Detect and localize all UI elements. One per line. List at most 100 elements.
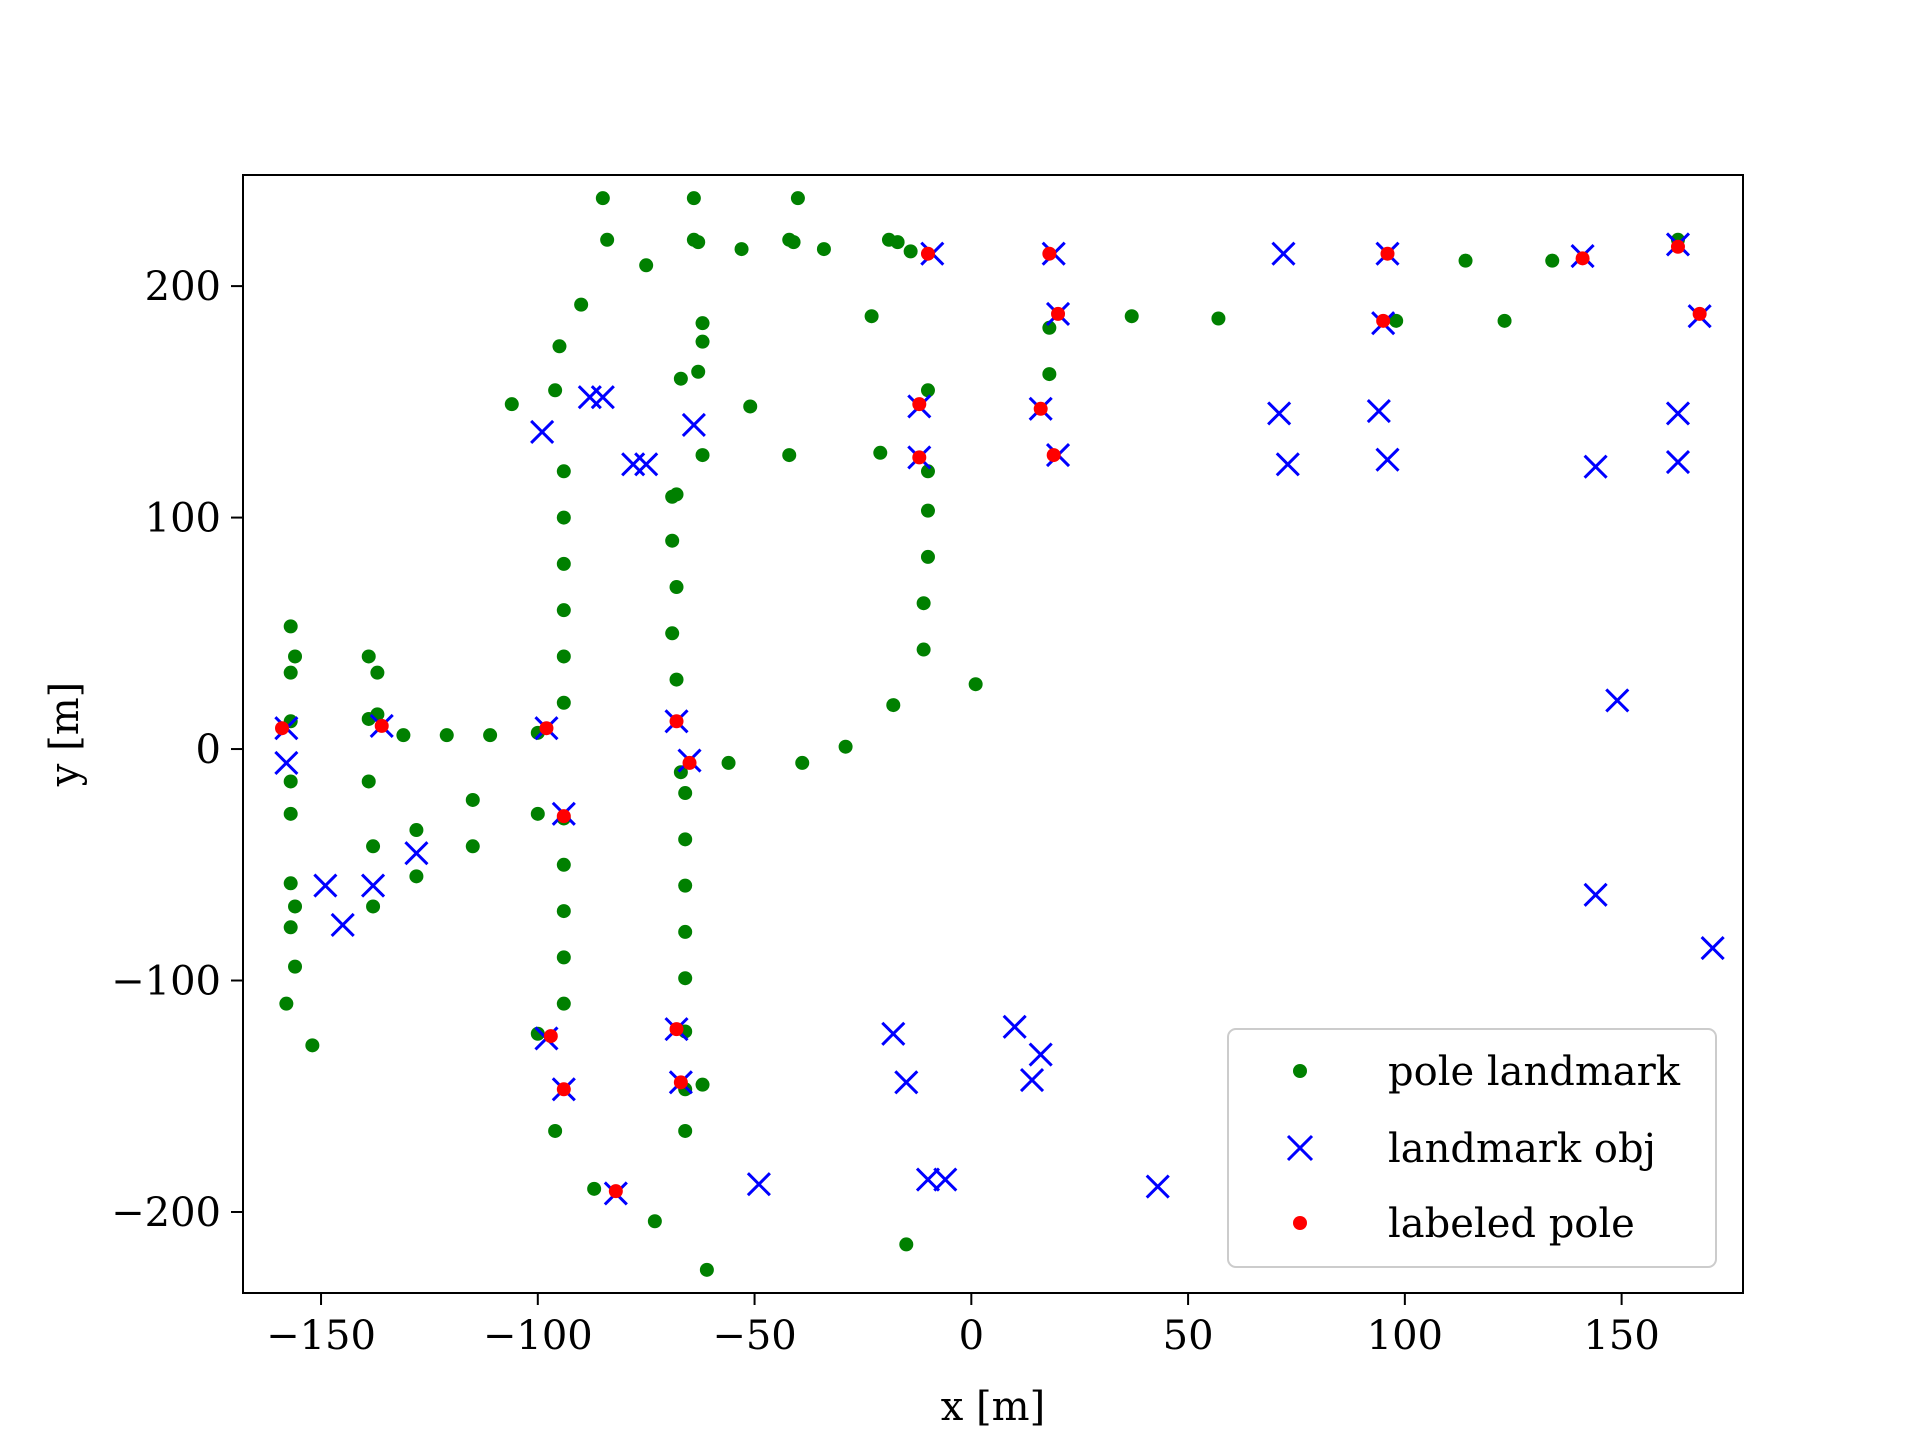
legend-marker-landmark-obj (1286, 1134, 1314, 1162)
labeled-pole-point (912, 450, 927, 465)
labeled-pole-point (1033, 401, 1048, 416)
landmark-obj-point (313, 873, 338, 898)
legend-label-pole-landmark: pole landmark (1388, 1049, 1681, 1095)
pole-landmark-point (669, 580, 684, 595)
pole-landmark-point (556, 556, 571, 571)
pole-landmark-point (283, 665, 298, 680)
landmark-obj-point (681, 412, 706, 438)
pole-landmark-point (556, 857, 571, 872)
landmark-obj-point (634, 452, 659, 477)
pole-landmark-point (283, 876, 298, 891)
landmark-obj-point (894, 1070, 919, 1095)
pole-landmark-point (556, 950, 571, 965)
pole-landmark-point (574, 297, 589, 312)
labeled-pole-point (275, 721, 290, 736)
pole-landmark-point (786, 235, 801, 250)
pole-landmark-point (1042, 367, 1057, 382)
pole-landmark-point (1124, 309, 1139, 324)
legend-label-landmark-obj: landmark obj (1388, 1126, 1656, 1172)
pole-landmark-point (782, 448, 797, 463)
pole-landmark-point (361, 774, 376, 789)
pole-landmark-point (678, 1123, 693, 1138)
landmark-obj-point (1700, 936, 1725, 961)
landmark-obj-point (1665, 401, 1691, 426)
pole-landmark-point (873, 445, 888, 460)
pole-landmark-point (465, 839, 480, 854)
pole-landmark-point (283, 619, 298, 634)
landmark-obj-point (330, 912, 355, 938)
data-marks (274, 191, 1725, 1277)
pole-landmark-point (721, 755, 736, 770)
pole-landmark-point (647, 1214, 662, 1229)
landmark-obj-point (915, 1167, 941, 1192)
labeled-pole-point (374, 718, 389, 733)
pole-landmark-point (695, 316, 710, 331)
x-axis-ticks: −150 −100 −50 0 50 100 150 (266, 1293, 1660, 1359)
landmark-obj-point (1019, 1067, 1045, 1093)
landmark-obj-point (1375, 447, 1400, 472)
labeled-pole-point (1376, 313, 1391, 328)
pole-landmark-point (439, 728, 454, 743)
pole-landmark-point (595, 191, 610, 206)
pole-landmark-point (886, 698, 901, 713)
landmark-obj-point (1366, 399, 1391, 424)
pole-landmark-point (1389, 313, 1404, 328)
pole-landmark-point (556, 904, 571, 919)
pole-landmark-point (665, 533, 680, 548)
y-tick-label: 0 (196, 727, 221, 773)
pole-landmark-point (673, 371, 688, 386)
labeled-pole-point (1046, 448, 1061, 463)
labeled-pole-point (1692, 306, 1707, 321)
labeled-pole-point (556, 809, 571, 824)
pole-landmark-point (916, 596, 931, 611)
y-axis-ticks: −200 −100 0 100 200 (111, 264, 243, 1236)
landmark-obj-point (1028, 1042, 1053, 1067)
pole-landmark-point (699, 1262, 714, 1277)
pole-landmark-point (483, 728, 498, 743)
legend: pole landmark landmark obj labeled pole (1227, 1028, 1717, 1268)
pole-landmark-point (1211, 311, 1226, 326)
labeled-pole-point (912, 397, 927, 412)
pole-landmark-point (530, 1026, 545, 1041)
landmark-obj-point (1267, 401, 1292, 426)
landmark-obj-point (1145, 1174, 1170, 1199)
legend-entry-pole-landmark: pole landmark (1293, 1049, 1681, 1095)
x-tick-label: 150 (1583, 1313, 1659, 1359)
pole-landmark-point (548, 1123, 563, 1138)
pole-landmark-point (639, 258, 654, 273)
labeled-pole-point (1380, 246, 1395, 261)
labeled-pole-point (1051, 306, 1066, 321)
y-tick-label: −100 (111, 959, 221, 1005)
landmark-obj-point (1271, 241, 1296, 266)
landmark-obj-point (1605, 688, 1630, 713)
pole-landmark-point (283, 774, 298, 789)
pole-landmark-point (673, 765, 688, 780)
legend-entry-labeled-pole: labeled pole (1293, 1201, 1635, 1247)
legend-box (1227, 1028, 1717, 1268)
pole-landmark-point (903, 244, 918, 259)
landmark-obj-point (1665, 449, 1691, 475)
pole-landmark-point (795, 755, 810, 770)
axes-frame (242, 174, 1744, 1294)
labeled-pole-point (539, 721, 554, 736)
legend-marker-labeled-pole (1293, 1216, 1307, 1230)
pole-landmark-point (743, 399, 758, 414)
pole-landmark-point (678, 832, 693, 847)
pole-landmark-point (920, 464, 935, 479)
labeled-pole-point (920, 246, 935, 261)
landmark-obj-point (404, 841, 429, 866)
pole-landmark-point (556, 695, 571, 710)
pole-landmark-point (916, 642, 931, 657)
pole-landmark-point (695, 334, 710, 349)
landmark-obj-point (881, 1021, 906, 1046)
pole-landmark-point (864, 309, 879, 324)
pole-landmark-point (409, 869, 424, 884)
x-tick-label: 50 (1163, 1313, 1214, 1359)
landmark-obj-point (590, 385, 615, 410)
pole-landmark-point (678, 971, 693, 986)
pole-landmark-point (790, 191, 805, 206)
pole-landmark-point (465, 792, 480, 807)
y-tick-label: 200 (145, 264, 221, 310)
landmark-obj-point (1275, 452, 1300, 477)
